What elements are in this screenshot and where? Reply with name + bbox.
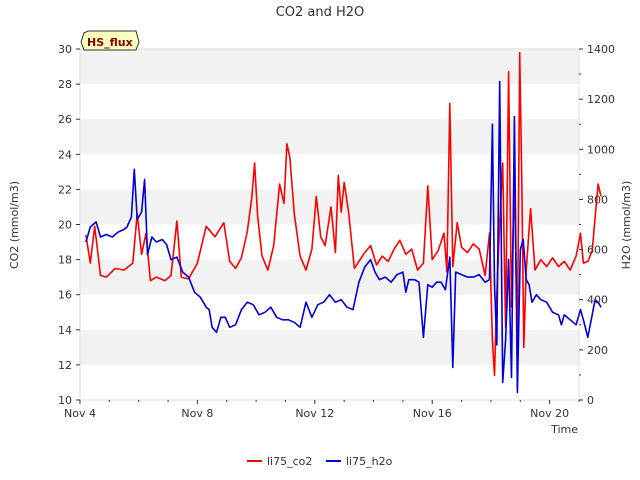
series-layer	[85, 51, 602, 394]
grid-band	[80, 364, 579, 400]
y-left-tick-label: 30	[58, 43, 72, 56]
grid-band	[80, 154, 579, 190]
grid-band	[80, 259, 579, 295]
x-tick-label: Nov 12	[295, 407, 334, 420]
badge-label: HS_flux	[87, 36, 133, 49]
y-left-tick-label: 18	[58, 254, 72, 267]
x-tick-label: Nov 8	[181, 407, 213, 420]
grid-band	[80, 84, 579, 120]
legend-label-h2o: li75_h2o	[346, 455, 393, 468]
y-right-tick-label: 800	[587, 193, 608, 206]
y-left-tick-label: 20	[58, 219, 72, 232]
y-right-tick-label: 400	[587, 294, 608, 307]
y-right-tick-label: 1400	[587, 43, 615, 56]
y-right-tick-label: 1000	[587, 143, 615, 156]
hs-flux-badge: HS_flux	[80, 30, 140, 51]
y-left-tick-label: 14	[58, 324, 72, 337]
x-tick-label: Nov 16	[413, 407, 452, 420]
y-right-tick-label: 200	[587, 344, 608, 357]
chart-title: CO2 and H2O	[276, 5, 365, 20]
y-axis-left: 10 12 14 16 18 20 22 24 26 28 30	[58, 43, 80, 407]
series-line-li75-co2	[85, 51, 602, 377]
y-left-tick-label: 12	[58, 359, 72, 372]
grid-band	[80, 294, 579, 330]
y-axis-right-label: H2O (mmol/m3)	[620, 181, 633, 270]
grid-band	[80, 224, 579, 260]
x-tick-label: Nov 4	[64, 407, 96, 420]
grid-band	[80, 49, 579, 85]
y-left-tick-label: 24	[58, 148, 72, 161]
y-left-tick-label: 16	[58, 289, 72, 302]
y-axis-left-label: CO2 (mmol/m3)	[8, 181, 21, 269]
x-axis-label: Time	[550, 423, 578, 436]
x-tick-label: Nov 20	[530, 407, 569, 420]
legend-label-co2: li75_co2	[267, 455, 312, 468]
x-axis: Nov 4 Nov 8 Nov 12 Nov 16 Nov 20	[64, 400, 580, 420]
y-axis-right: 0 200 400 600 800 1000 1200 1400	[579, 43, 615, 407]
y-left-tick-label: 26	[58, 113, 72, 126]
y-left-tick-label: 28	[58, 78, 72, 91]
grid-band	[80, 119, 579, 155]
y-right-tick-label: 600	[587, 244, 608, 257]
y-right-tick-label: 0	[587, 394, 594, 407]
series-line-li75-h2o	[85, 80, 602, 394]
y-left-tick-label: 10	[58, 394, 72, 407]
y-left-tick-label: 22	[58, 183, 72, 196]
legend: li75_co2 li75_h2o	[247, 455, 393, 468]
y-right-tick-label: 1200	[587, 93, 615, 106]
